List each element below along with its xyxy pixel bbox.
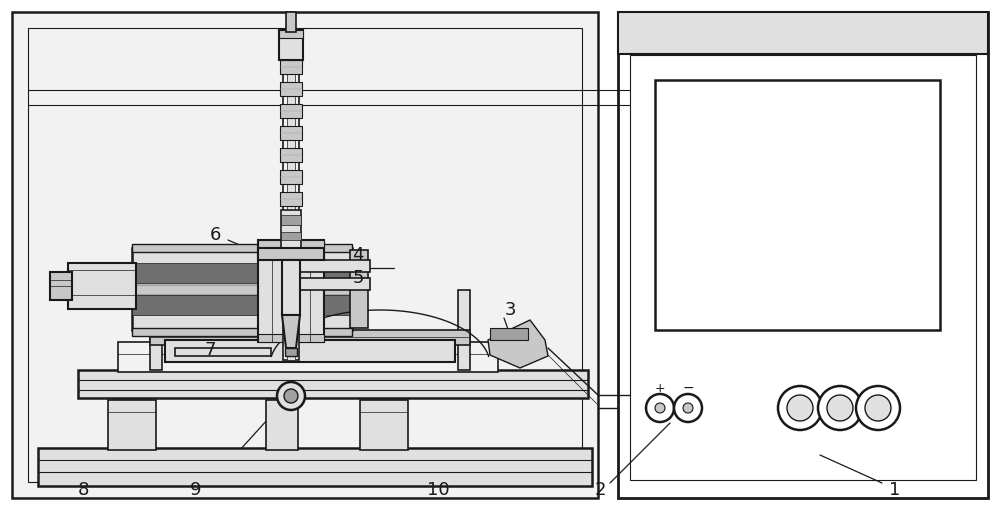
Bar	[258, 248, 324, 260]
Bar	[50, 272, 72, 300]
Bar	[108, 400, 156, 450]
Bar	[283, 30, 299, 360]
Circle shape	[787, 395, 813, 421]
Bar	[298, 278, 370, 290]
Text: 8: 8	[77, 481, 89, 499]
Text: 7: 7	[204, 341, 216, 359]
Bar	[118, 342, 498, 372]
Bar	[280, 148, 302, 162]
Text: 6: 6	[209, 226, 221, 244]
Bar	[280, 192, 302, 206]
Text: +: +	[655, 382, 665, 395]
Bar	[279, 30, 303, 60]
Bar	[618, 12, 988, 54]
Text: −: −	[682, 381, 694, 395]
Circle shape	[683, 403, 693, 413]
Bar	[280, 82, 302, 96]
Bar	[175, 348, 271, 356]
Bar	[132, 244, 352, 252]
Circle shape	[856, 386, 900, 430]
Polygon shape	[282, 315, 300, 348]
Bar	[630, 55, 976, 480]
Bar	[280, 60, 302, 74]
Bar	[165, 340, 455, 362]
Text: 1: 1	[889, 481, 901, 499]
Bar	[458, 290, 470, 370]
Bar	[655, 80, 940, 330]
Circle shape	[818, 386, 862, 430]
Bar	[350, 250, 368, 328]
Bar	[280, 170, 302, 184]
Bar	[281, 232, 301, 240]
Text: 10: 10	[427, 481, 449, 499]
Bar	[258, 240, 324, 342]
Bar	[618, 12, 988, 498]
Bar	[132, 248, 352, 330]
Bar	[132, 285, 352, 295]
Bar	[258, 240, 324, 248]
Circle shape	[674, 394, 702, 422]
Circle shape	[655, 403, 665, 413]
Circle shape	[646, 394, 674, 422]
Bar	[150, 290, 162, 370]
Bar	[285, 348, 297, 356]
Bar	[360, 400, 408, 450]
Bar	[298, 260, 370, 272]
Text: 3: 3	[504, 301, 516, 319]
Circle shape	[778, 386, 822, 430]
Bar	[286, 12, 296, 32]
Bar	[281, 210, 301, 248]
Bar	[282, 260, 300, 315]
Polygon shape	[488, 320, 548, 368]
Bar	[132, 295, 352, 315]
Bar	[280, 104, 302, 118]
Text: 9: 9	[190, 481, 202, 499]
Bar	[28, 28, 582, 482]
Bar	[490, 328, 528, 340]
Bar	[287, 32, 295, 360]
Bar	[12, 12, 598, 498]
Text: 5: 5	[352, 269, 364, 287]
Bar	[281, 215, 301, 225]
Bar	[38, 448, 592, 486]
Circle shape	[865, 395, 891, 421]
Bar	[150, 330, 470, 345]
Circle shape	[827, 395, 853, 421]
Bar	[132, 263, 352, 283]
Text: 4: 4	[352, 246, 364, 264]
Bar	[78, 370, 588, 398]
Circle shape	[284, 389, 298, 403]
Text: 2: 2	[594, 481, 606, 499]
Bar	[279, 30, 303, 38]
Bar	[68, 263, 136, 309]
Bar	[258, 334, 324, 342]
Bar	[266, 400, 298, 450]
Circle shape	[277, 382, 305, 410]
Bar	[132, 328, 352, 336]
Bar	[280, 126, 302, 140]
